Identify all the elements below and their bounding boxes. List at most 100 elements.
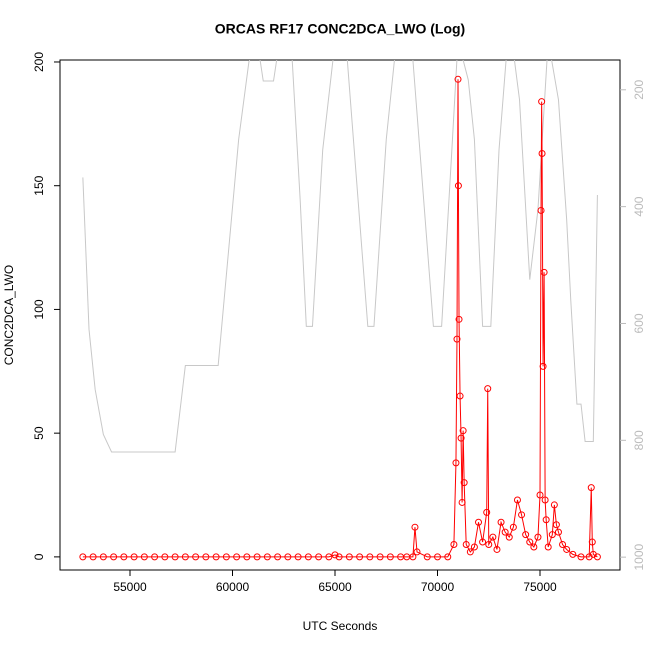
data-point	[202, 553, 210, 561]
chart-title: ORCAS RF17 CONC2DCA_LWO (Log)	[215, 21, 465, 37]
data-point	[548, 531, 556, 539]
data-point	[411, 523, 419, 531]
data-point	[501, 528, 509, 536]
data-point	[526, 538, 534, 546]
data-point	[233, 553, 241, 561]
data-point	[554, 528, 562, 536]
data-point	[530, 543, 538, 551]
data-point	[493, 545, 501, 553]
data-point	[253, 553, 261, 561]
y-tick-label: 200	[32, 52, 46, 72]
data-point	[192, 553, 200, 561]
data-point	[540, 268, 548, 276]
data-point	[505, 533, 513, 541]
data-point	[466, 548, 474, 556]
data-point	[509, 523, 517, 531]
data-point	[479, 538, 487, 546]
data-point	[485, 541, 493, 549]
data-point	[450, 541, 458, 549]
data-point	[171, 553, 179, 561]
data-point	[577, 553, 585, 561]
data-point	[513, 496, 521, 504]
data-point	[539, 362, 547, 370]
plot-area	[79, 60, 601, 561]
data-point	[518, 511, 526, 519]
data-point	[452, 459, 460, 467]
data-point	[140, 553, 148, 561]
data-point	[161, 553, 169, 561]
data-point	[454, 182, 462, 190]
data-point	[376, 553, 384, 561]
data-point	[537, 206, 545, 214]
x-tick-label: 65000	[318, 580, 352, 594]
data-point	[284, 553, 292, 561]
data-point	[542, 516, 550, 524]
data-point	[475, 518, 483, 526]
data-point	[522, 531, 530, 539]
data-point	[366, 553, 374, 561]
data-point	[538, 98, 546, 106]
data-point	[263, 553, 271, 561]
y-tick-label: 100	[32, 299, 46, 319]
data-point	[541, 496, 549, 504]
data-point	[534, 533, 542, 541]
data-point	[453, 335, 461, 343]
y-tick-label: 0	[32, 553, 46, 560]
data-point	[483, 508, 491, 516]
data-point	[413, 548, 421, 556]
x-tick-label: 70000	[421, 580, 455, 594]
y2-tick-label: 800	[632, 430, 646, 450]
data-point	[459, 427, 467, 435]
y2-tick-label: 1000	[632, 543, 646, 570]
data-point	[294, 553, 302, 561]
data-point	[559, 541, 567, 549]
data-point	[460, 479, 468, 487]
data-point	[497, 518, 505, 526]
data-point	[456, 392, 464, 400]
data-point	[120, 553, 128, 561]
data-point	[110, 553, 118, 561]
data-point	[79, 553, 87, 561]
data-point	[538, 150, 546, 158]
data-point	[315, 553, 323, 561]
data-point	[325, 553, 333, 561]
data-point	[457, 434, 465, 442]
data-point	[587, 484, 595, 492]
y2-tick-label: 200	[632, 79, 646, 99]
data-point	[444, 553, 452, 561]
series-line	[82, 79, 598, 558]
data-point	[356, 553, 364, 561]
y2-tick-label: 600	[632, 313, 646, 333]
plot-frame	[59, 59, 621, 571]
data-point	[434, 553, 442, 561]
x-tick-label: 60000	[216, 580, 250, 594]
y-axis-label: CONC2DCA_LWO	[2, 265, 16, 365]
data-point	[544, 543, 552, 551]
data-point	[484, 385, 492, 393]
data-point	[386, 553, 394, 561]
data-point	[489, 533, 497, 541]
y-tick-label: 50	[32, 426, 46, 440]
data-point	[563, 545, 571, 553]
data-point	[536, 491, 544, 499]
data-point	[212, 553, 220, 561]
series-line	[82, 60, 598, 453]
data-point	[423, 553, 431, 561]
data-point	[274, 553, 282, 561]
data-point	[222, 553, 230, 561]
data-point	[593, 553, 601, 561]
data-point	[304, 553, 312, 561]
data-point	[335, 553, 343, 561]
data-point	[331, 551, 339, 559]
y-tick-label: 150	[32, 175, 46, 195]
data-point	[462, 541, 470, 549]
data-point	[588, 538, 596, 546]
x-tick-label: 55000	[113, 580, 147, 594]
y2-tick-label: 400	[632, 196, 646, 216]
data-point	[550, 501, 558, 509]
data-point	[454, 75, 462, 83]
data-point	[345, 553, 353, 561]
data-point	[458, 498, 466, 506]
data-point	[455, 315, 463, 323]
